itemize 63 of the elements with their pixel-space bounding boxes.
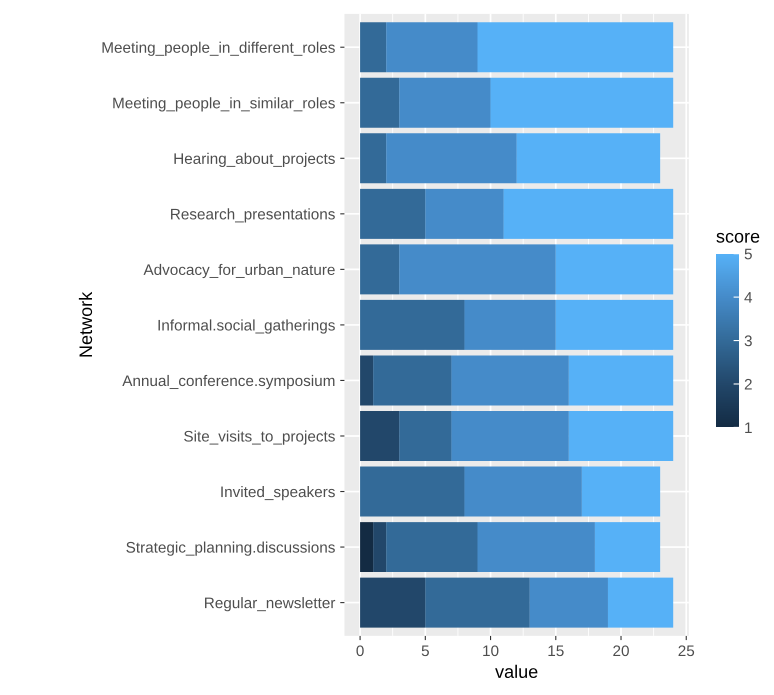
bar bbox=[451, 410, 569, 461]
bar bbox=[360, 78, 400, 128]
bar bbox=[608, 578, 674, 628]
bar bbox=[516, 133, 660, 184]
y-tick-label: Hearing_about_projects bbox=[174, 152, 335, 168]
bar bbox=[582, 466, 660, 517]
color-bar-label: 5 bbox=[744, 248, 752, 260]
x-axis-title: value bbox=[495, 664, 538, 678]
bar bbox=[530, 578, 608, 628]
bar bbox=[490, 78, 674, 128]
bar bbox=[568, 355, 674, 406]
color-bar-label: 4 bbox=[744, 292, 752, 303]
bar bbox=[373, 522, 386, 572]
bar bbox=[386, 133, 517, 184]
x-tick-label: 5 bbox=[422, 646, 429, 656]
x-tick-label: 10 bbox=[483, 645, 498, 656]
bar bbox=[464, 300, 556, 350]
bar bbox=[373, 355, 452, 406]
y-tick-label: Site_visits_to_projects bbox=[184, 430, 335, 445]
bar bbox=[360, 522, 374, 572]
bar bbox=[360, 410, 400, 461]
bar bbox=[425, 578, 530, 628]
bar bbox=[556, 300, 674, 350]
bar bbox=[399, 410, 452, 461]
bar bbox=[386, 22, 478, 72]
bar bbox=[504, 188, 674, 239]
bar bbox=[360, 188, 426, 239]
bar bbox=[399, 78, 491, 128]
y-tick-label: Advocacy_for_urban_nature bbox=[144, 264, 335, 278]
color-bar-title: score bbox=[716, 232, 760, 243]
y-tick-label: Invited_speakers bbox=[221, 486, 335, 500]
bar bbox=[568, 410, 674, 461]
y-tick-label: Informal.social_gatherings bbox=[158, 319, 335, 334]
bar bbox=[478, 22, 674, 72]
x-tick-label: 15 bbox=[548, 646, 564, 656]
bar bbox=[399, 244, 556, 294]
color-bar-label: 3 bbox=[744, 335, 752, 346]
bar bbox=[451, 355, 569, 406]
x-tick-label: 25 bbox=[678, 645, 694, 656]
y-axis-title: Network bbox=[78, 292, 92, 357]
bar bbox=[360, 466, 464, 517]
bar bbox=[360, 300, 464, 350]
y-tick-label: Meeting_people_in_similar_roles bbox=[113, 97, 335, 112]
bar bbox=[360, 355, 374, 406]
bar bbox=[556, 244, 674, 294]
color-bar-label: 2 bbox=[744, 378, 752, 390]
y-tick-label: Regular_newsletter bbox=[205, 597, 336, 612]
y-tick-label: Meeting_people_in_different_roles bbox=[102, 42, 335, 56]
y-tick-label: Research_presentations bbox=[171, 208, 335, 223]
x-tick-label: 0 bbox=[356, 645, 364, 656]
color-bar-label: 1 bbox=[745, 422, 752, 433]
bar bbox=[425, 188, 504, 239]
bar bbox=[594, 522, 660, 572]
x-tick-label: 20 bbox=[613, 645, 629, 656]
bar bbox=[360, 22, 386, 72]
bar bbox=[360, 578, 426, 628]
bar bbox=[464, 466, 582, 517]
bar bbox=[360, 133, 386, 184]
y-tick-label: Strategic_planning.discussions bbox=[126, 542, 335, 556]
bar bbox=[386, 522, 478, 572]
bar bbox=[478, 522, 595, 572]
y-tick-label: Annual_conference.symposium bbox=[122, 374, 334, 390]
bar bbox=[360, 244, 400, 294]
